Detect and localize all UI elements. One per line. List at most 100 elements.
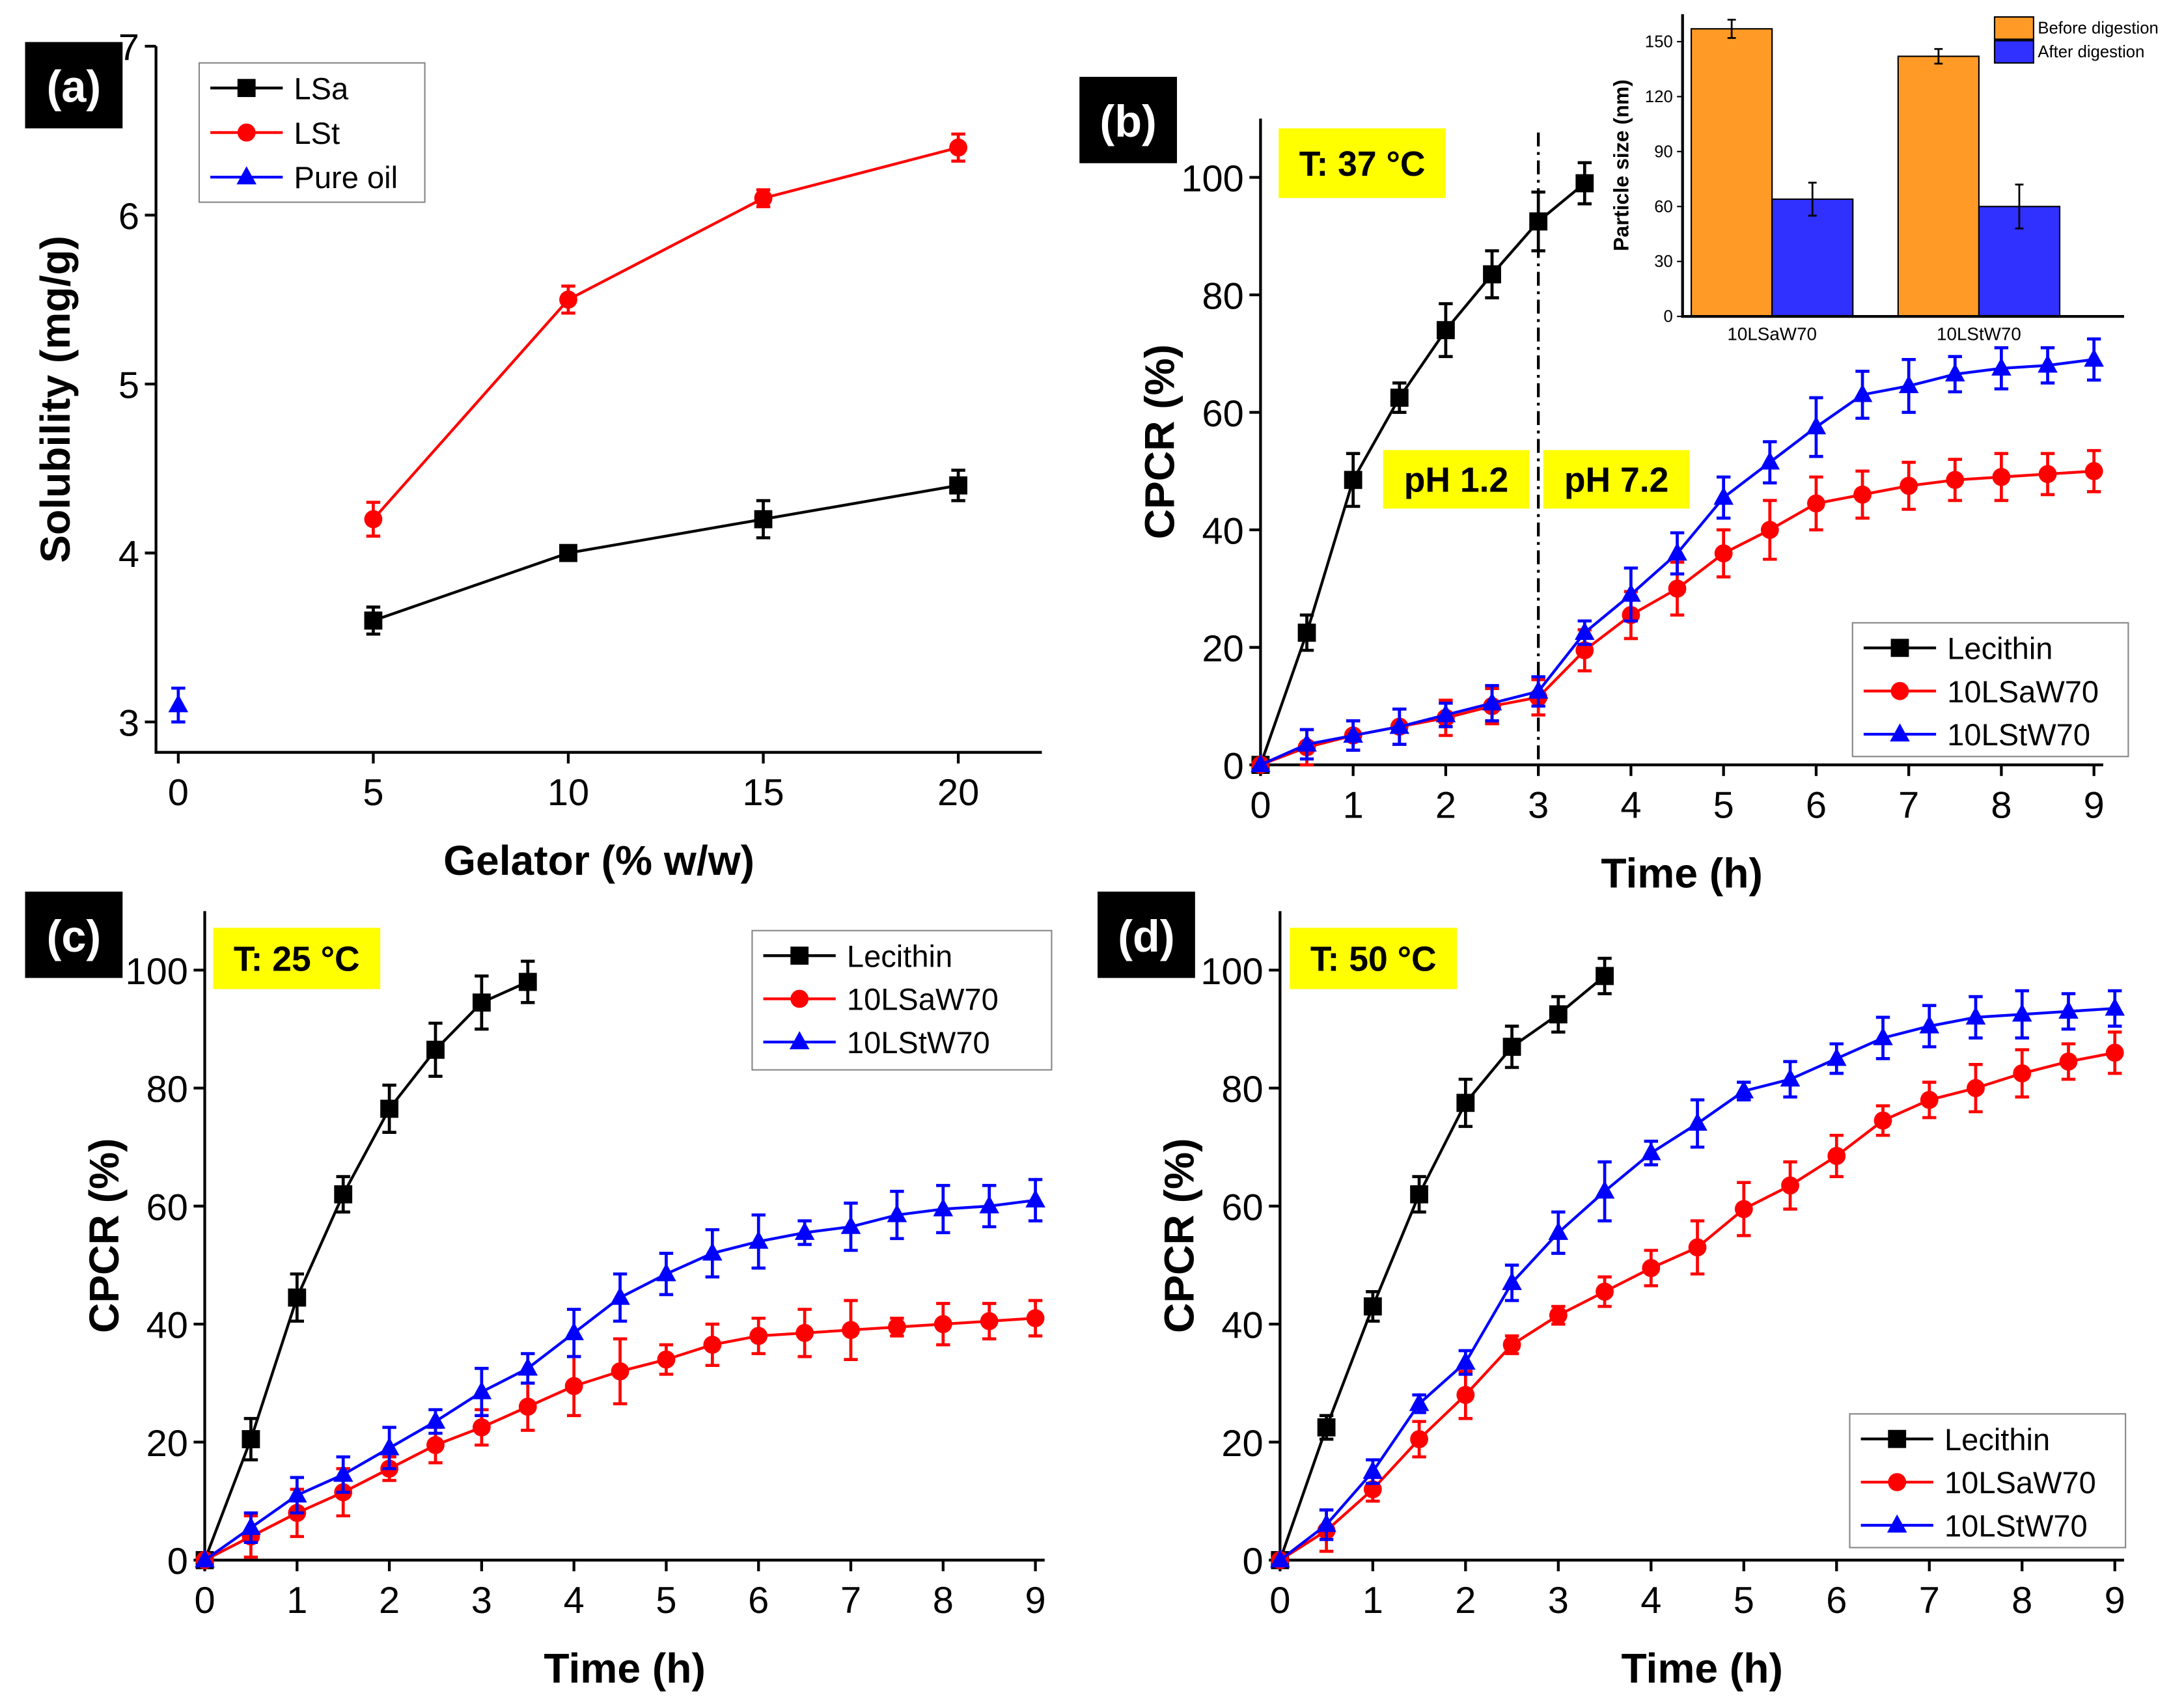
x-tick-label: 8: [1991, 784, 2011, 826]
legend-marker: [236, 166, 257, 185]
panel-label-box: [25, 42, 123, 129]
data-point: [1575, 174, 1594, 193]
y-tick-label: 40: [1202, 510, 1243, 552]
data-point: [2059, 1052, 2078, 1071]
data-point: [1992, 467, 2011, 486]
data-point: [1873, 1111, 1892, 1130]
data-point: [2038, 465, 2057, 484]
legend-label: Lecithin: [1947, 631, 2053, 665]
x-tick-label: 6: [1826, 1580, 1847, 1621]
y-tick-label: 80: [1221, 1069, 1263, 1110]
y-tick-label: 3: [118, 702, 139, 744]
x-tick-label: 8: [2011, 1580, 2032, 1621]
data-point: [1760, 521, 1779, 539]
data-point: [471, 1381, 492, 1399]
data-point: [1410, 1430, 1428, 1448]
data-point: [1827, 1146, 1846, 1165]
y-tick-label: 20: [1221, 1423, 1263, 1465]
x-tick-label: 3: [471, 1580, 492, 1621]
data-point: [1482, 692, 1502, 711]
x-axis-label: Time (h): [1601, 849, 1762, 896]
x-tick-label: 2: [1455, 1580, 1476, 1621]
data-point: [564, 1377, 583, 1396]
data-point: [949, 476, 967, 495]
x-axis-label: Time (h): [544, 1645, 705, 1692]
x-tick-label: 9: [2084, 784, 2105, 826]
y-tick-label: 100: [1200, 951, 1263, 993]
annotation-box: [1383, 450, 1530, 509]
data-point: [334, 1185, 353, 1204]
data-point: [1343, 724, 1363, 743]
inset-y-tick-label: 0: [1663, 308, 1672, 326]
x-tick-label: 5: [656, 1580, 676, 1621]
data-point: [426, 1040, 445, 1059]
y-tick-label: 6: [118, 196, 139, 238]
inset-y-tick-label: 90: [1654, 143, 1673, 161]
data-point: [840, 1215, 861, 1234]
x-tick-label: 9: [1025, 1580, 1046, 1621]
data-point: [2084, 461, 2103, 480]
x-tick-label: 0: [1269, 1580, 1290, 1621]
data-point: [842, 1321, 860, 1340]
axes: [154, 46, 1042, 754]
data-point: [657, 1350, 676, 1369]
data-point: [168, 694, 189, 713]
data-point: [1025, 1189, 1045, 1208]
legend-marker: [1888, 1473, 1907, 1491]
data-point: [933, 1198, 954, 1217]
annotation-box: [1290, 928, 1458, 989]
data-point: [1714, 544, 1733, 563]
data-point: [1900, 476, 1918, 495]
data-point: [1297, 733, 1317, 752]
error-bar: [1727, 18, 1736, 39]
panel-5: 0 1 2 3 4 5 6 7 8 9 0 20 40 60 80 100 Time (h) CPCR (%) (d…: [1098, 891, 2127, 1692]
data-point: [1389, 715, 1410, 734]
inset-y-tick-label: 150: [1645, 33, 1673, 51]
x-axis-label: Gelator (% w/w): [443, 837, 754, 884]
data-point: [1898, 375, 1919, 394]
data-point: [241, 1517, 261, 1536]
inset-bar: [1771, 198, 1854, 318]
legend-marker: [237, 79, 256, 98]
data-point: [748, 1230, 769, 1249]
data-point: [754, 510, 773, 529]
annotation-text: T: 50 °C: [1310, 941, 1437, 979]
x-tick-label: 7: [1898, 784, 1919, 826]
y-tick-label: 5: [118, 365, 139, 406]
data-point: [1946, 471, 1965, 489]
data-point: [703, 1336, 722, 1354]
data-point: [1687, 1112, 1707, 1131]
y-tick-label: 20: [146, 1423, 188, 1465]
data-point: [1734, 1080, 1754, 1099]
inset-legend-swatch: [1993, 40, 2034, 64]
series-10LStW70: [1251, 337, 2104, 773]
series-line: [203, 980, 529, 1561]
inset-y-tick-label: 30: [1654, 253, 1673, 271]
panel-label: (b): [1099, 96, 1156, 146]
panel-label-box: [1098, 891, 1195, 978]
annotation-box: [213, 928, 381, 989]
panel-label: (d): [1118, 911, 1174, 961]
data-point: [1483, 265, 1501, 284]
annotation-text: pH 7.2: [1564, 461, 1669, 500]
data-point: [1548, 1222, 1569, 1240]
data-point: [1641, 1142, 1661, 1161]
data-point: [1436, 321, 1455, 340]
data-point: [1713, 486, 1734, 505]
inset-legend-label: Before digestion: [2038, 20, 2158, 38]
y-axis-label: CPCR (%): [1137, 344, 1183, 540]
legend-marker: [1890, 723, 1910, 742]
data-point: [2038, 354, 2058, 373]
data-point: [2105, 1043, 2124, 1062]
x-axis-label: Time (h): [1621, 1645, 1782, 1692]
data-point: [610, 1286, 630, 1305]
data-point: [1456, 1351, 1476, 1370]
data-point: [1920, 1090, 1939, 1109]
data-point: [1390, 389, 1409, 407]
data-point: [1528, 680, 1549, 699]
legend-label: 10LStW70: [1944, 1508, 2088, 1543]
data-point: [1596, 1282, 1614, 1301]
y-tick-label: 100: [1181, 158, 1243, 200]
x-tick-label: 5: [1713, 784, 1734, 826]
